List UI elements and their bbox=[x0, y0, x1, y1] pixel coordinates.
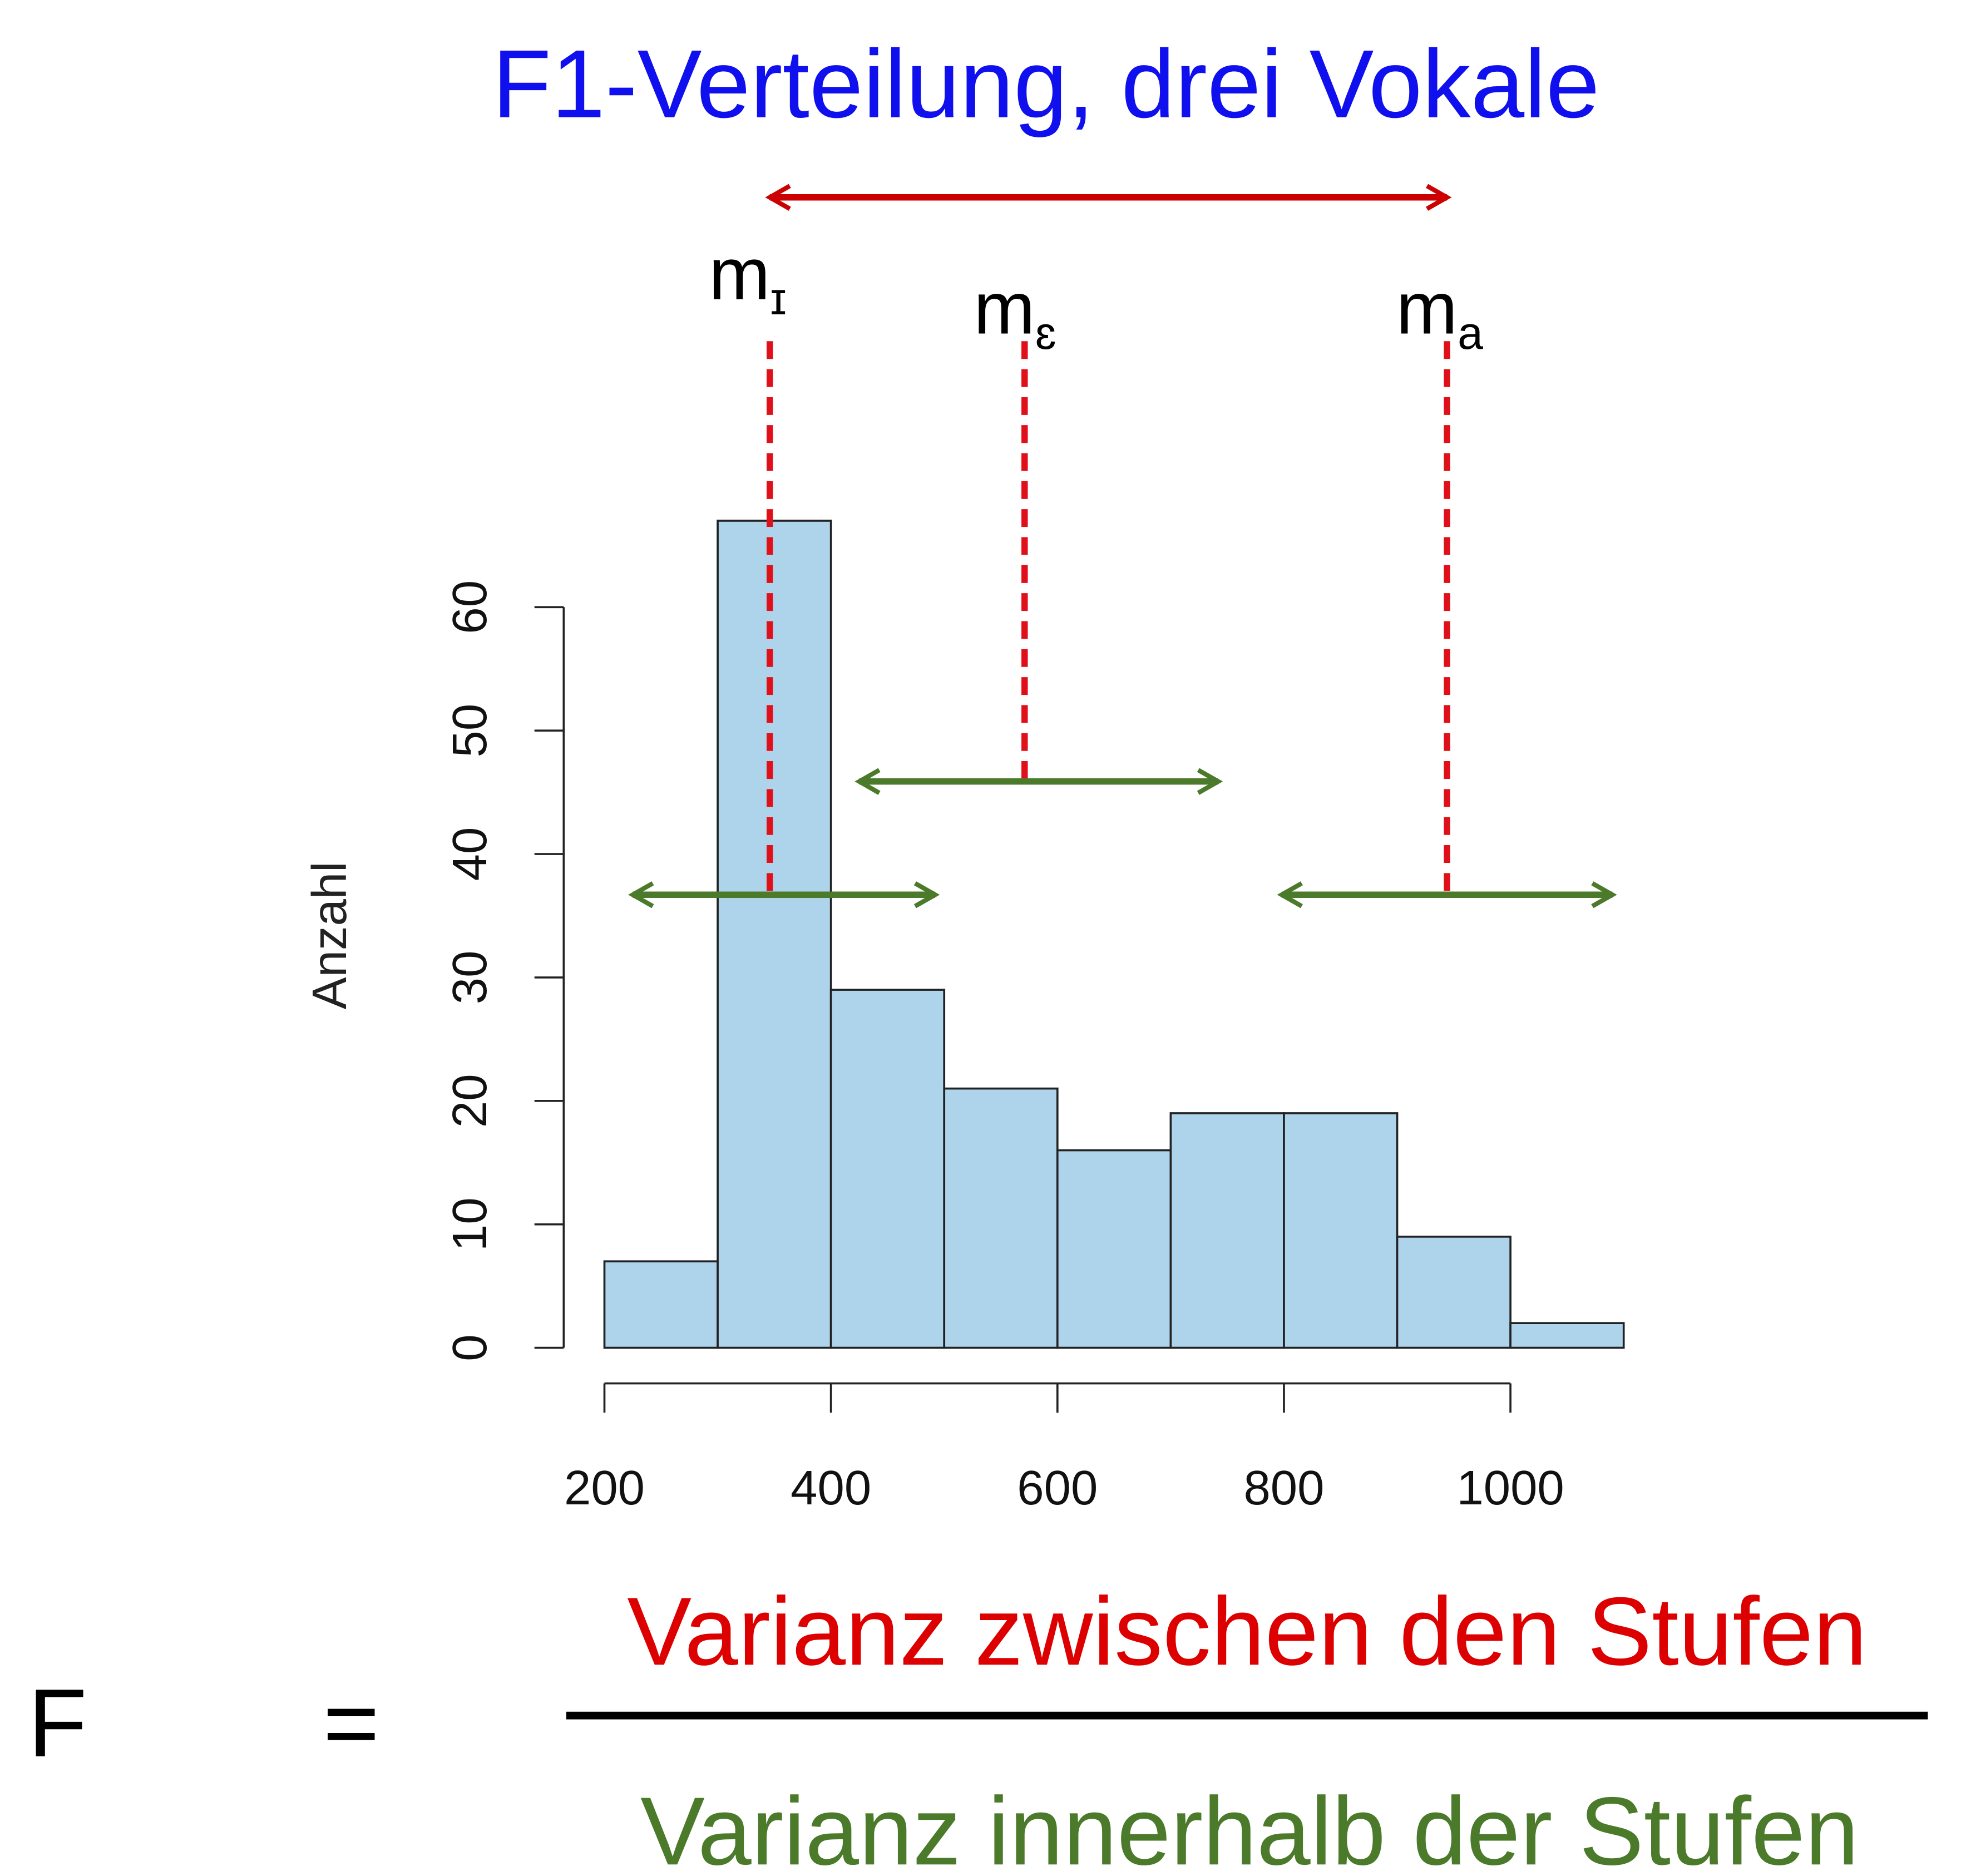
x-tick-label: 800 bbox=[1243, 1461, 1324, 1515]
mean-label-sub: ɛ bbox=[1035, 308, 1056, 359]
denominator: Varianz innerhalb der Stufen bbox=[640, 1777, 1859, 1876]
formula-eq: = bbox=[323, 1669, 380, 1777]
bar bbox=[717, 520, 832, 1349]
mean-label: ma bbox=[1396, 267, 1484, 358]
bar bbox=[603, 1260, 719, 1349]
bar bbox=[1169, 1112, 1285, 1349]
mean-label: mɛ bbox=[974, 267, 1056, 358]
bar bbox=[1056, 1149, 1172, 1349]
mean-label: mɪ bbox=[709, 233, 787, 324]
bar bbox=[1283, 1112, 1399, 1349]
y-tick-label: 0 bbox=[443, 1334, 497, 1361]
bar bbox=[1509, 1322, 1625, 1349]
y-tick-label: 20 bbox=[443, 1074, 497, 1128]
y-tick-label: 60 bbox=[443, 580, 497, 634]
x-tick-label: 600 bbox=[1017, 1461, 1098, 1515]
mean-label-main: m bbox=[709, 233, 770, 315]
x-tick-label: 1000 bbox=[1456, 1461, 1564, 1515]
y-tick-label: 10 bbox=[443, 1197, 497, 1251]
mean-label-sub: ɪ bbox=[770, 273, 786, 324]
bar bbox=[943, 1087, 1059, 1349]
x-tick-label: 200 bbox=[564, 1461, 645, 1515]
y-tick-label: 40 bbox=[443, 827, 497, 881]
mean-label-main: m bbox=[974, 267, 1035, 349]
mean-label-main: m bbox=[1396, 267, 1458, 349]
bar bbox=[829, 989, 946, 1349]
x-tick-label: 400 bbox=[791, 1461, 871, 1515]
mean-label-sub: a bbox=[1458, 308, 1483, 359]
y-tick-label: 50 bbox=[443, 704, 497, 758]
bar bbox=[1396, 1236, 1511, 1349]
chart-title: F1-Verteilung, drei Vokale bbox=[492, 30, 1600, 138]
y-axis-label: Anzahl bbox=[303, 862, 357, 1010]
formula-lhs: F bbox=[28, 1669, 87, 1777]
y-tick-label: 30 bbox=[443, 951, 497, 1005]
numerator: Varianz zwischen den Stufen bbox=[627, 1577, 1867, 1685]
